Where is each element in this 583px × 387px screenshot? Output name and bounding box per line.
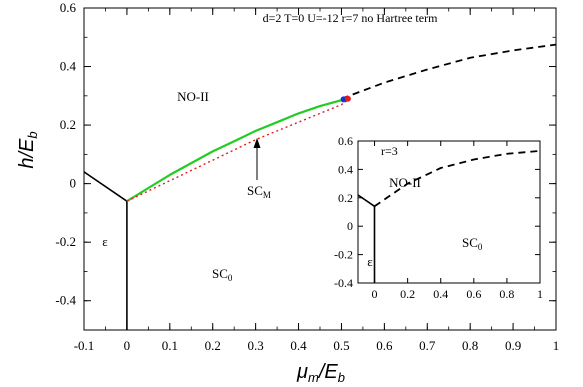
- x-tick-label: 0: [372, 287, 378, 301]
- y-tick-label: -0.4: [55, 293, 76, 308]
- x-tick-label: 0.9: [505, 338, 521, 353]
- x-axis-title-rest: /E: [317, 361, 339, 383]
- x-tick-label: 0.4: [290, 338, 307, 353]
- inset-axis-ticks: 0 0.2 0.4 0.6 0.8 1 -0.4 -0.2 0 0.2 0.4 0.6: [334, 134, 543, 301]
- scm-arrow: [253, 138, 261, 180]
- x-tick-label: 0.4: [433, 287, 448, 301]
- y-tick-label: -0.2: [334, 248, 353, 262]
- params-label: d=2 T=0 U=-12 r=7 no Hartree term: [263, 11, 438, 25]
- main-markers: [340, 95, 351, 103]
- inset-plot-frame: [357, 140, 541, 284]
- inset-background: [358, 141, 540, 283]
- y-tick-label: -0.2: [55, 234, 76, 249]
- y-tick-label: 0.4: [60, 59, 77, 74]
- series-line-dashed-black: [341, 43, 557, 100]
- y-axis-title: h/Eb: [16, 131, 40, 168]
- x-tick-label: 0.8: [499, 287, 514, 301]
- y-axis-title-main: h/E: [16, 138, 38, 169]
- x-tick-label: 0.5: [333, 338, 349, 353]
- main-axis-ticks: -0.1 0 0.1 0.2 0.3 0.4 0.5 0.6 0.7 0.8 0.9 1 -0.4 -0.…: [55, 0, 559, 353]
- region-sc0-sub: 0: [228, 273, 233, 283]
- x-axis-title-main: μ: [296, 361, 308, 383]
- series-line-dashed-black: [373, 150, 541, 208]
- inset-params-label: r=3: [381, 144, 398, 158]
- x-tick-label: 0.2: [205, 338, 221, 353]
- region-scm-label: SCM: [247, 183, 271, 200]
- x-tick-label: 0.2: [400, 287, 415, 301]
- inset-region-sc0-sub: 0: [478, 242, 483, 252]
- y-tick-label: 0.6: [60, 0, 77, 15]
- y-axis-title-sub: b: [25, 131, 40, 138]
- main-series: [83, 43, 557, 330]
- x-tick-label: 0.7: [419, 338, 436, 353]
- series-line-solid-black: [83, 171, 128, 202]
- y-tick-label: 0.2: [60, 117, 76, 132]
- region-epsilon-label: ε: [102, 234, 108, 249]
- region-scm-sub: M: [263, 190, 271, 200]
- y-tick-label: 0.4: [338, 162, 353, 176]
- x-tick-label: 0.8: [462, 338, 478, 353]
- inset-region-sc0-main: SC: [462, 235, 478, 250]
- region-no2-label: NO-II: [177, 89, 209, 104]
- y-tick-label: 0.6: [338, 134, 353, 148]
- y-tick-label: 0: [70, 176, 77, 191]
- main-plot: -0.1 0 0.1 0.2 0.3 0.4 0.5 0.6 0.7 0.8 0.9 1 -0.4 -0.…: [16, 0, 559, 385]
- series-line-solid-black: [357, 194, 375, 207]
- x-axis-title-sub: m: [308, 370, 319, 385]
- x-tick-label: 1: [537, 287, 543, 301]
- x-axis-title: μm/Eb: [296, 361, 345, 385]
- inset-region-sc0-label: SC0: [462, 235, 483, 252]
- inset-plot: 0 0.2 0.4 0.6 0.8 1 -0.4 -0.2 0 0.2 0.4 0.6 r=3 NO-…: [334, 134, 543, 301]
- inset-series: [357, 150, 541, 283]
- y-tick-label: 0.2: [338, 191, 353, 205]
- y-tick-label: -0.4: [334, 276, 353, 290]
- inset-region-epsilon-label: ε: [367, 254, 373, 269]
- x-tick-label: 1: [553, 338, 560, 353]
- inset-region-no2-label: NO-II: [389, 175, 421, 190]
- y-tick-label: 0: [347, 219, 353, 233]
- x-tick-label: -0.1: [74, 338, 95, 353]
- region-sc0-main: SC: [212, 266, 228, 281]
- x-tick-label: 0: [124, 338, 131, 353]
- x-tick-label: 0.1: [162, 338, 178, 353]
- x-axis-title-sub2: b: [338, 370, 345, 385]
- x-tick-label: 0.6: [466, 287, 481, 301]
- marker-point-red: [344, 95, 351, 102]
- series-line-solid-green: [126, 98, 346, 203]
- region-sc0-label: SC0: [212, 266, 233, 283]
- x-tick-label: 0.3: [248, 338, 264, 353]
- series-line-dotted-red: [126, 98, 351, 202]
- x-tick-label: 0.6: [376, 338, 393, 353]
- region-scm-main: SC: [247, 183, 263, 198]
